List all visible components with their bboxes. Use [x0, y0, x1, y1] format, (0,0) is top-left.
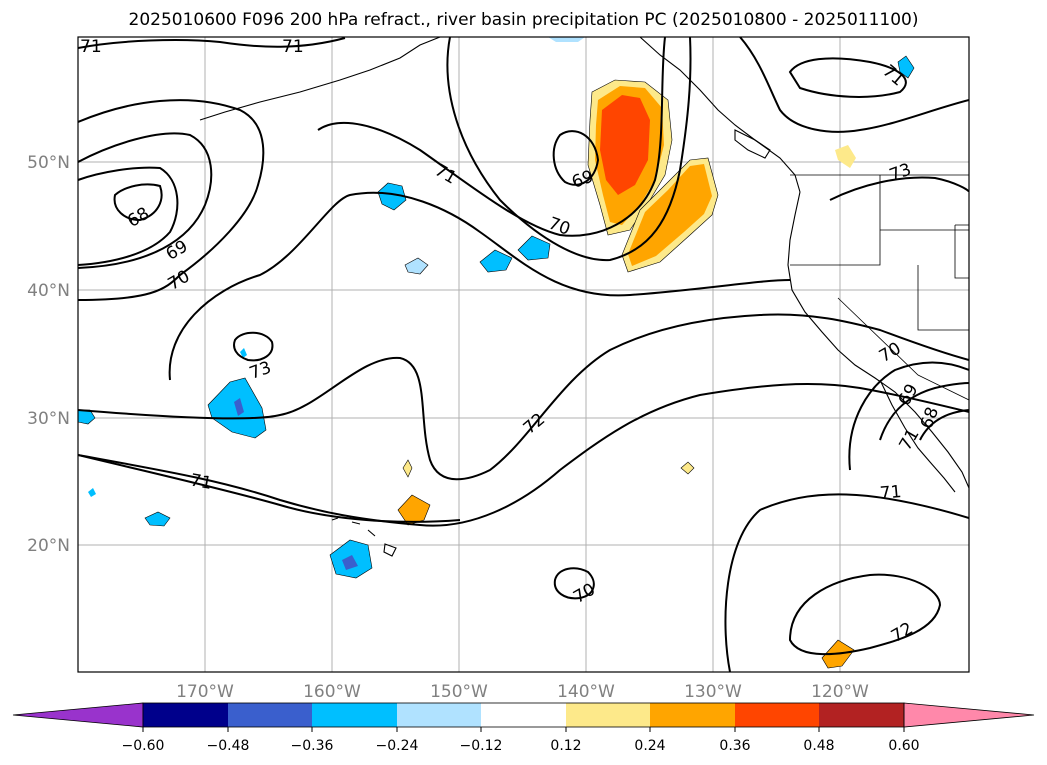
contour-71-trough	[317, 37, 666, 237]
contour-ne-curves	[739, 37, 969, 133]
contour-socal-2	[879, 382, 969, 441]
contour-72-se	[788, 573, 942, 656]
map-title: 2025010600 F096 200 hPa refract., river …	[128, 10, 919, 30]
colorbar-over	[903, 702, 1035, 728]
contour-main-73	[78, 313, 969, 481]
lon-label-120w: 120°W	[811, 682, 869, 702]
lon-label-160w: 160°W	[303, 682, 361, 702]
positive-anomaly-pnw-max	[600, 95, 650, 195]
contour-71-south	[78, 454, 461, 523]
colorbar-tick-label: 0.36	[719, 738, 750, 754]
colorbar-tick-label: 0.24	[634, 738, 665, 754]
colorbar-tick-label: −0.12	[460, 738, 503, 754]
alaska-panhandle-coast	[639, 37, 801, 193]
contour-71-north	[78, 37, 346, 49]
contour-73-nbox	[788, 57, 907, 98]
lon-label-140w: 140°W	[557, 682, 615, 702]
contour-70-west	[78, 132, 213, 269]
contour-69-low	[552, 130, 600, 186]
negative-anomaly-1-core	[234, 398, 244, 416]
colorbar-under	[12, 702, 144, 728]
negative-anomaly-4	[479, 249, 513, 273]
colorbar-tick-label: −0.48	[207, 738, 250, 754]
colorbar-tick-label: 0.48	[803, 738, 834, 754]
lon-label-170w: 170°W	[176, 682, 234, 702]
lat-label-20n: 20°N	[27, 536, 70, 556]
colorbar-bin	[481, 703, 566, 727]
contour-small-box	[233, 331, 274, 362]
contour-socal	[848, 361, 969, 471]
contour-label: 71	[189, 470, 214, 493]
contour-72	[78, 383, 969, 527]
contour-70-trough	[446, 37, 692, 262]
contour-71-se	[724, 493, 969, 672]
contour-socal-3	[919, 409, 969, 441]
negative-anomaly-5	[517, 235, 551, 261]
lon-label-150w: 150°W	[430, 682, 488, 702]
colorbar-bin	[735, 703, 819, 727]
colorbar-tick-label: −0.60	[122, 738, 165, 754]
positive-anomaly-idaho	[835, 145, 856, 168]
colorbar: −0.60 −0.48 −0.36 −0.24 −0.12 0.12 0.24 …	[12, 702, 1035, 754]
positive-anomaly-offshore-core	[628, 164, 712, 266]
negative-anomaly-2-core	[342, 555, 358, 570]
lat-label-40n: 40°N	[27, 281, 70, 301]
borders	[790, 174, 969, 401]
us-west-coast	[787, 191, 969, 489]
colorbar-bin	[650, 703, 735, 727]
state-border-4	[837, 297, 969, 401]
state-border-5	[954, 224, 969, 279]
positive-anomaly-small-1	[402, 459, 413, 478]
baja-coast	[879, 379, 956, 493]
latitude-labels: 50°N 40°N 30°N 20°N	[27, 153, 70, 556]
negative-anomaly-7	[144, 511, 171, 527]
colorbar-ticks	[142, 727, 905, 732]
contour-73-box	[168, 191, 791, 381]
colorbar-bin	[819, 703, 904, 727]
negative-anomaly-9	[897, 55, 915, 79]
colorbar-frame	[142, 702, 905, 728]
negative-anomaly-6	[404, 257, 429, 275]
precipitation-shading	[78, 37, 915, 669]
state-border-3	[917, 265, 969, 331]
colorbar-tick-label: −0.36	[291, 738, 334, 754]
negative-anomaly-12	[240, 348, 247, 358]
colorbar-bin	[566, 703, 650, 727]
contour-73-ne	[829, 176, 969, 201]
contour-69-west	[78, 166, 179, 266]
contour-70-small	[553, 567, 595, 600]
longitude-labels: 170°W 160°W 150°W 140°W 130°W 120°W	[176, 682, 869, 702]
state-border-1	[790, 175, 881, 266]
map-background	[78, 37, 969, 672]
contour-label: 71	[879, 482, 902, 504]
contour-71-west	[78, 99, 265, 301]
vancouver-island	[734, 129, 771, 159]
contour-label: 71	[80, 37, 102, 57]
colorbar-bin	[143, 703, 228, 727]
positive-anomaly-small-2	[680, 461, 695, 475]
colorbar-tick-label: 0.60	[888, 738, 919, 754]
colorbar-tick-label: −0.24	[376, 738, 419, 754]
lat-label-50n: 50°N	[27, 153, 70, 173]
hawaii-islands	[331, 517, 397, 557]
negative-anomaly-3	[377, 182, 407, 211]
contour-label: 71	[282, 37, 304, 57]
gridlines	[78, 37, 969, 672]
colorbar-bin	[397, 703, 481, 727]
lon-label-130w: 130°W	[684, 682, 742, 702]
colorbar-tick-label: 0.12	[550, 738, 581, 754]
map-frame	[77, 36, 970, 673]
colorbar-bin	[228, 703, 312, 727]
contour-68	[113, 183, 163, 222]
refractivity-contours	[78, 37, 969, 672]
lat-label-30n: 30°N	[27, 409, 70, 429]
negative-anomaly-11	[88, 488, 96, 497]
negative-anomaly-10	[548, 37, 585, 42]
colorbar-bin	[312, 703, 397, 727]
